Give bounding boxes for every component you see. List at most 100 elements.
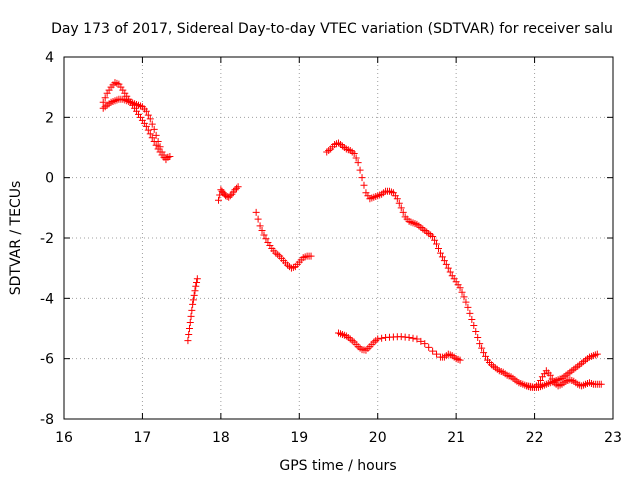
chart-title: Day 173 of 2017, Sidereal Day-to-day VTE… <box>51 21 613 37</box>
data-point <box>470 321 478 329</box>
data-point <box>378 334 386 342</box>
series-arc-4 <box>252 208 315 272</box>
data-point <box>434 245 442 253</box>
data-point <box>444 264 452 272</box>
data-point <box>413 335 421 343</box>
data-point <box>421 340 429 348</box>
y-tick-label: -2 <box>40 231 54 247</box>
data-point <box>478 344 486 352</box>
data-point <box>548 375 556 383</box>
data-point <box>156 143 164 151</box>
series-arc-2 <box>184 275 201 345</box>
data-point <box>188 306 196 314</box>
data-point <box>260 231 268 239</box>
data-point <box>189 296 197 304</box>
data-point <box>233 184 241 192</box>
data-point <box>464 303 472 311</box>
data-point <box>144 111 152 119</box>
y-tick-label: -8 <box>40 412 54 428</box>
data-point <box>146 115 154 123</box>
data-point <box>184 337 192 345</box>
data-point <box>185 331 193 339</box>
data-point <box>460 293 468 301</box>
data-points <box>99 79 605 391</box>
data-point <box>446 268 454 276</box>
data-point <box>307 252 315 260</box>
data-point <box>438 253 446 261</box>
x-tick-label: 17 <box>134 430 152 446</box>
data-point <box>154 137 162 145</box>
y-tick-label: 0 <box>45 171 54 187</box>
data-point <box>215 196 223 204</box>
data-point <box>431 236 439 244</box>
x-axis-title: GPS time / hours <box>279 458 396 474</box>
x-tick-label: 23 <box>604 430 622 446</box>
data-point <box>436 249 444 257</box>
data-point <box>399 208 407 216</box>
data-point <box>458 288 466 296</box>
data-point <box>152 141 160 149</box>
data-point <box>225 193 233 201</box>
data-point <box>456 356 464 364</box>
data-point <box>429 232 437 240</box>
y-tick-label: 2 <box>45 110 54 126</box>
plot-frame <box>63 56 614 420</box>
x-tick-labels: 16 17 18 19 20 21 22 23 <box>55 430 622 446</box>
data-point <box>148 134 156 142</box>
grid <box>64 57 613 419</box>
y-tick-label: -4 <box>40 291 54 307</box>
data-point <box>433 350 441 358</box>
data-point <box>148 120 156 128</box>
data-point <box>358 174 366 182</box>
data-point <box>433 240 441 248</box>
data-point <box>593 350 601 358</box>
data-point <box>462 298 470 306</box>
data-point <box>397 204 405 212</box>
x-tick-label: 22 <box>526 430 544 446</box>
data-point <box>186 318 194 326</box>
series-arc-5 <box>323 139 601 391</box>
y-tick-label: 4 <box>45 50 54 66</box>
data-point <box>417 337 425 345</box>
data-point <box>474 334 482 342</box>
series-arc-3 <box>215 183 242 204</box>
data-point <box>99 98 107 106</box>
data-point <box>360 181 368 189</box>
data-point <box>429 347 437 355</box>
series-arc-1-lower <box>99 95 174 162</box>
data-point <box>226 192 234 200</box>
data-point <box>187 312 195 320</box>
x-tick-label: 20 <box>369 430 387 446</box>
data-point <box>393 195 401 203</box>
data-point <box>101 94 109 102</box>
data-point <box>425 343 433 351</box>
data-point <box>150 125 158 133</box>
data-point <box>356 166 364 174</box>
data-point <box>254 215 262 223</box>
data-point <box>193 275 201 283</box>
series-arc-7 <box>523 367 605 391</box>
data-point <box>350 150 358 158</box>
x-tick-label: 21 <box>447 430 465 446</box>
x-tick-label: 18 <box>212 430 230 446</box>
data-point <box>472 328 480 336</box>
data-point <box>223 193 231 201</box>
data-point <box>262 235 270 243</box>
data-point <box>144 126 152 134</box>
data-point <box>189 300 197 308</box>
data-point <box>480 349 488 357</box>
data-point <box>146 130 154 138</box>
data-point <box>234 183 242 191</box>
data-point <box>185 325 193 332</box>
data-point <box>231 186 239 194</box>
y-axis-title: SDTVAR / TECUs <box>8 181 24 296</box>
data-point <box>216 191 224 199</box>
data-point <box>546 371 554 379</box>
data-point <box>442 260 450 268</box>
data-point <box>142 122 150 130</box>
data-point <box>466 309 474 317</box>
series-arc-6 <box>335 329 464 364</box>
data-point <box>536 377 544 385</box>
data-point <box>374 335 382 343</box>
